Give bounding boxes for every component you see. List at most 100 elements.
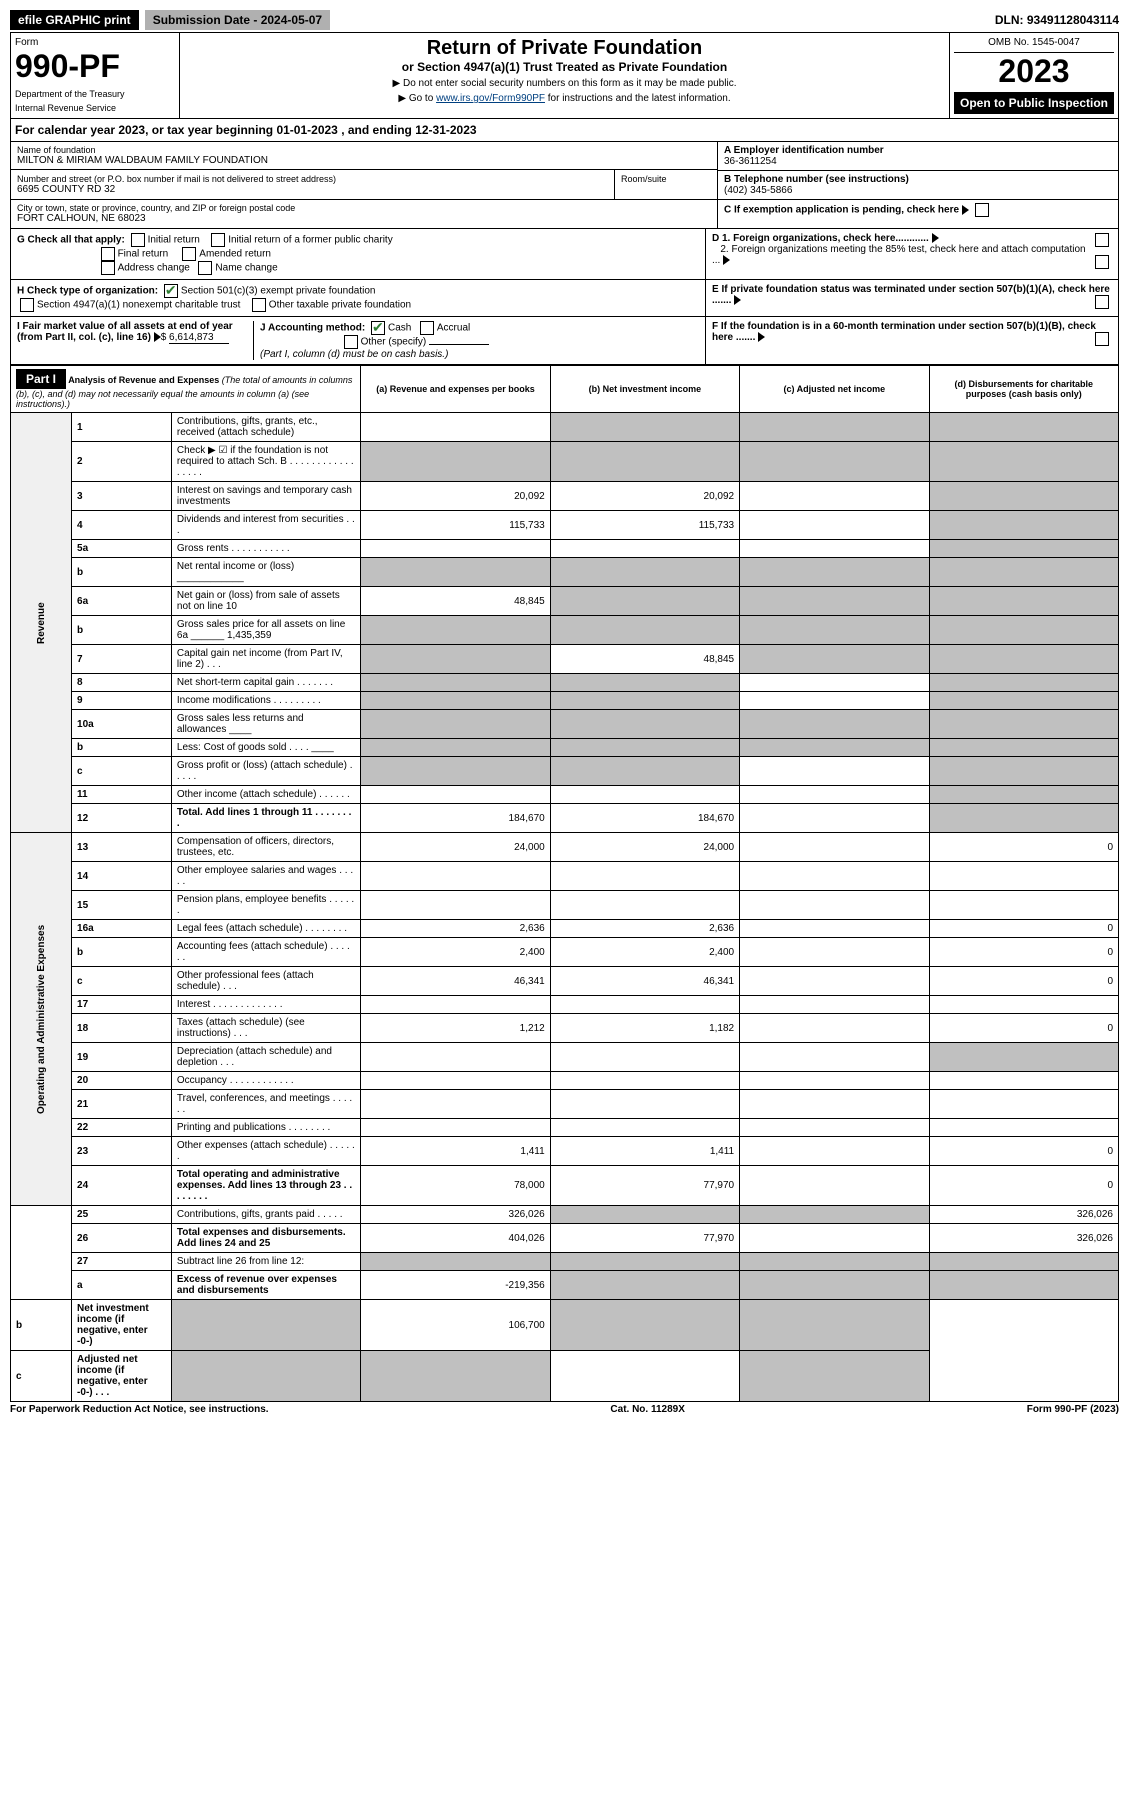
row-number: 18: [72, 1014, 172, 1043]
cell-c: [740, 692, 929, 710]
j-other-checkbox[interactable]: [344, 335, 358, 349]
tax-year: 2023: [954, 53, 1114, 90]
table-row: 25Contributions, gifts, grants paid . . …: [11, 1206, 1119, 1224]
c-checkbox[interactable]: [975, 203, 989, 217]
cell-d: [740, 1351, 929, 1402]
irs-link[interactable]: www.irs.gov/Form990PF: [436, 93, 545, 104]
table-row: 14Other employee salaries and wages . . …: [11, 862, 1119, 891]
cell-d: [929, 1253, 1118, 1271]
form-title-block: Return of Private Foundation or Section …: [180, 33, 949, 118]
f-checkbox[interactable]: [1095, 332, 1109, 346]
d1-label: D 1. Foreign organizations, check here..…: [712, 233, 929, 244]
col-b-header: (b) Net investment income: [550, 366, 739, 413]
row-number: b: [72, 616, 172, 645]
g-former-checkbox[interactable]: [211, 233, 225, 247]
cell-b: [550, 692, 739, 710]
cell-c: [740, 1224, 929, 1253]
cell-a: [361, 786, 550, 804]
cell-d: [929, 645, 1118, 674]
g-final-checkbox[interactable]: [101, 247, 115, 261]
blank-vlabel: [11, 1206, 72, 1300]
cell-c: [740, 674, 929, 692]
h-other-checkbox[interactable]: [252, 298, 266, 312]
table-row: 21Travel, conferences, and meetings . . …: [11, 1090, 1119, 1119]
row-ij: I Fair market value of all assets at end…: [10, 317, 1119, 365]
cell-d: [929, 804, 1118, 833]
cell-b: [550, 1119, 739, 1137]
j-block: J Accounting method: Cash Accrual Other …: [254, 321, 699, 360]
cell-d: 0: [929, 833, 1118, 862]
row-label: Net short-term capital gain . . . . . . …: [171, 674, 360, 692]
name-label: Name of foundation: [17, 145, 711, 155]
h-4947-checkbox[interactable]: [20, 298, 34, 312]
cell-b: [550, 891, 739, 920]
cell-c: [740, 1043, 929, 1072]
cell-b: [550, 996, 739, 1014]
triangle-icon: [723, 255, 730, 265]
cell-b: [550, 1206, 739, 1224]
row-number: 3: [72, 482, 172, 511]
instr2-pre: ▶ Go to: [398, 93, 436, 104]
j-cash-checkbox[interactable]: [371, 321, 385, 335]
g-amended-checkbox[interactable]: [182, 247, 196, 261]
j-accrual-checkbox[interactable]: [420, 321, 434, 335]
row-label: Contributions, gifts, grants paid . . . …: [171, 1206, 360, 1224]
cell-b: [550, 442, 739, 482]
dln-number: DLN: 93491128043114: [995, 13, 1119, 27]
instr-no-ssn: ▶ Do not enter social security numbers o…: [184, 78, 945, 89]
footer-left: For Paperwork Reduction Act Notice, see …: [10, 1404, 269, 1415]
efile-badge: efile GRAPHIC print: [10, 10, 139, 30]
g-former: Initial return of a former public charit…: [228, 235, 393, 246]
row-label: Check ▶ ☑ if the foundation is not requi…: [171, 442, 360, 482]
row-number: 15: [72, 891, 172, 920]
cell-a: [361, 1090, 550, 1119]
table-row: 26Total expenses and disbursements. Add …: [11, 1224, 1119, 1253]
cell-a: 326,026: [361, 1206, 550, 1224]
cell-c: [740, 891, 929, 920]
cell-b: 77,970: [550, 1166, 739, 1206]
d2-checkbox[interactable]: [1095, 255, 1109, 269]
g-address-checkbox[interactable]: [101, 261, 115, 275]
cell-d: 326,026: [929, 1206, 1118, 1224]
table-row: 20Occupancy . . . . . . . . . . . .: [11, 1072, 1119, 1090]
c-label: C If exemption application is pending, c…: [724, 205, 959, 216]
cell-a: [171, 1300, 360, 1351]
row-number: b: [72, 558, 172, 587]
cell-c: [740, 511, 929, 540]
cell-c: [740, 967, 929, 996]
cell-b: [550, 1072, 739, 1090]
cell-b: 24,000: [550, 833, 739, 862]
d1-checkbox[interactable]: [1095, 233, 1109, 247]
cell-a: [361, 1253, 550, 1271]
cell-c: [740, 540, 929, 558]
cell-a: 184,670: [361, 804, 550, 833]
h-501c3-checkbox[interactable]: [164, 284, 178, 298]
row-label: Income modifications . . . . . . . . .: [171, 692, 360, 710]
footer-mid: Cat. No. 11289X: [610, 1404, 684, 1415]
cell-c: [740, 862, 929, 891]
address-cell: Number and street (or P.O. box number if…: [11, 170, 615, 199]
cell-c: [740, 1072, 929, 1090]
g-label: G Check all that apply:: [17, 235, 125, 246]
d-right: D 1. Foreign organizations, check here..…: [705, 229, 1118, 279]
row-label: Dividends and interest from securities .…: [171, 511, 360, 540]
e-checkbox[interactable]: [1095, 295, 1109, 309]
row-label: Interest . . . . . . . . . . . . .: [171, 996, 360, 1014]
table-row: 27Subtract line 26 from line 12:: [11, 1253, 1119, 1271]
row-number: 26: [72, 1224, 172, 1253]
page-footer: For Paperwork Reduction Act Notice, see …: [10, 1404, 1119, 1415]
part1-title: Analysis of Revenue and Expenses: [68, 375, 219, 385]
ein-cell: A Employer identification number 36-3611…: [718, 142, 1118, 171]
cell-c: [740, 1119, 929, 1137]
table-row: Operating and Administrative Expenses13C…: [11, 833, 1119, 862]
form-title: Return of Private Foundation: [184, 37, 945, 60]
cell-d: [929, 739, 1118, 757]
table-row: 23Other expenses (attach schedule) . . .…: [11, 1137, 1119, 1166]
cell-b: [550, 786, 739, 804]
g-initial-checkbox[interactable]: [131, 233, 145, 247]
room-cell: Room/suite: [615, 170, 717, 199]
row-label: Total expenses and disbursements. Add li…: [171, 1224, 360, 1253]
row-label: Other expenses (attach schedule) . . . .…: [171, 1137, 360, 1166]
g-name-checkbox[interactable]: [198, 261, 212, 275]
triangle-icon: [758, 332, 765, 342]
